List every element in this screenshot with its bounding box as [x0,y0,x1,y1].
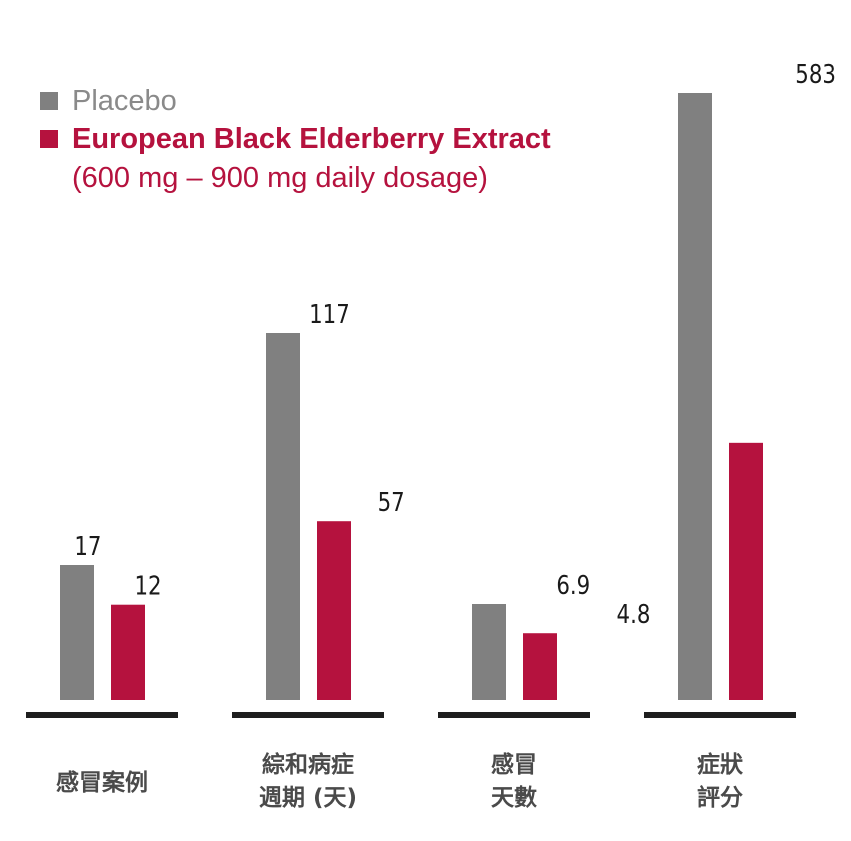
bar-placebo-1 [60,565,94,700]
legend-item-elderberry: European Black Elderberry Extract [40,120,551,158]
data-label-placebo-4: 583 [795,59,836,90]
legend-label-elderberry: European Black Elderberry Extract [72,122,551,155]
bar-elder-4 [729,442,763,700]
data-label-placebo-3: 6.9 [556,570,590,601]
baseline-rule-2 [232,712,384,718]
data-label-elder-3: 4.8 [617,599,651,630]
category-label-2-line-1: 綜和病症 [262,751,354,778]
category-label-2-line-2: 週期 (天) [259,785,357,811]
baseline-rule-4 [644,712,796,718]
legend-dosage-note: (600 mg – 900 mg daily dosage) [72,162,488,194]
category-label-3-line-1: 感冒 [491,751,537,778]
bar-placebo-4 [678,93,712,700]
bar-placebo-3 [472,604,506,700]
legend-swatch-placebo [40,92,58,110]
legend-label-placebo: Placebo [72,84,177,117]
baseline-rule-3 [438,712,590,718]
data-label-placebo-1: 17 [74,531,101,562]
category-label-4-line-1: 症狀 [697,751,744,778]
data-label-elder-1: 12 [134,571,161,602]
category-label-3-line-2: 天數 [491,785,537,811]
data-label-elder-2: 57 [378,487,405,518]
legend-swatch-elderberry [40,130,58,148]
bar-placebo-2 [266,333,300,700]
category-label-4-line-2: 評分 [697,784,743,811]
bar-elder-1 [111,604,145,700]
baseline-rule-1 [26,712,178,718]
category-label-1-line-1: 感冒案例 [56,769,148,796]
bar-elder-3 [523,633,557,700]
data-label-placebo-2: 117 [309,299,350,330]
bar-elder-2 [317,521,351,700]
legend-item-placebo: Placebo [40,82,551,120]
legend: Placebo European Black Elderberry Extrac… [40,82,551,198]
